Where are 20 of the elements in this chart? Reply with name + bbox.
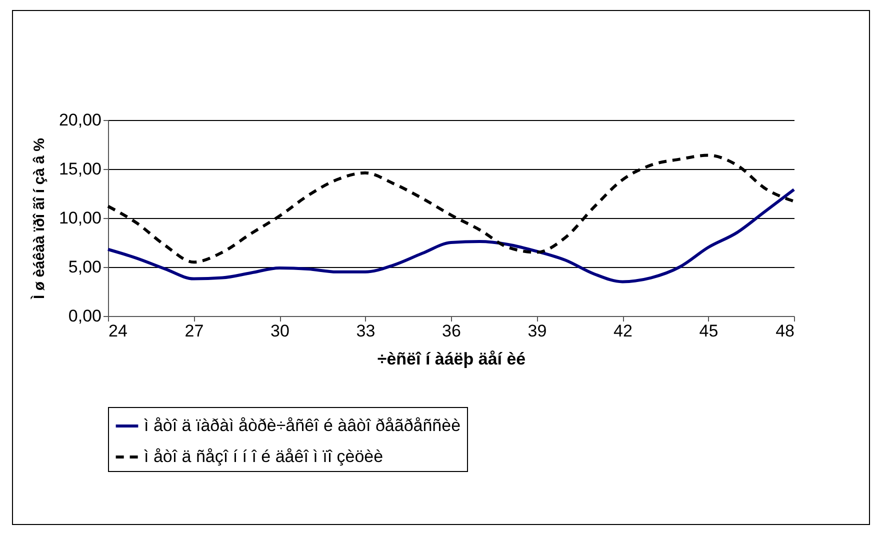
y-tick-label: 15,00 <box>58 160 102 178</box>
y-tick-label: 20,00 <box>58 110 102 130</box>
x-tick-label: 33 <box>356 322 376 340</box>
x-tick-label: 42 <box>614 322 632 340</box>
legend-label: ì åòî ä ñåçî í í î é äåêî ì ïî çèöèè <box>144 447 384 466</box>
x-tick-label: 45 <box>699 322 718 340</box>
line-series <box>106 188 796 284</box>
x-tick-label: 36 <box>442 322 461 340</box>
legend-label: ì åòî ä ïàðàì åòðè÷åñêî é àâòî ðåãðåññèè <box>144 416 461 435</box>
y-tick-label: 10,00 <box>58 208 102 228</box>
line-series <box>106 154 796 264</box>
x-tick-label: 30 <box>270 322 290 340</box>
y-axis-title: Ì ø èáêàà ïðî ãî í çà â % <box>30 138 48 300</box>
x-axis-title: ÷èñëî í àáëþ äåí èé <box>377 350 526 368</box>
x-tick-label: 39 <box>528 322 547 340</box>
x-tick-label: 48 <box>776 322 794 340</box>
x-tick-label: 24 <box>108 322 128 340</box>
y-tick-label: 5,00 <box>68 258 102 276</box>
x-tick-label: 27 <box>184 322 204 340</box>
y-tick-label: 0,00 <box>68 306 102 326</box>
